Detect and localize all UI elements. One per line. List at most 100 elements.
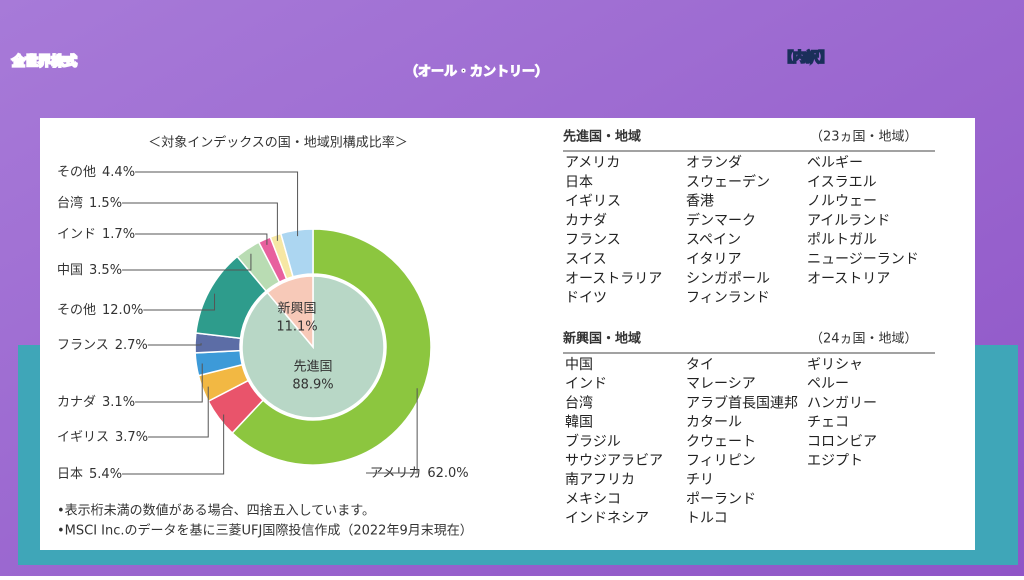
slice-value: 3.1% (102, 395, 135, 410)
note: •MSCI Inc.のデータを基に三菱UFJ国際投信作成（2022年9月末現在） (57, 523, 473, 539)
section-title: 新興国・地域 (563, 331, 641, 347)
note: •表示桁未満の数値がある場合、四捨五入しています。 (57, 503, 375, 519)
leader-line (135, 171, 299, 237)
country: スウェーデン (686, 173, 770, 190)
country: インド (565, 376, 607, 392)
donut-slice (231, 228, 432, 466)
country: ブラジル (565, 433, 621, 450)
country: 中国 (565, 357, 593, 373)
country: イギリス (565, 194, 621, 210)
country: ベルギー (807, 155, 863, 171)
section-title: 先進国・地域 (563, 129, 641, 145)
country: ニュージーランド (807, 252, 919, 268)
slice-value: 62.0% (427, 466, 468, 481)
leader-line (122, 202, 278, 241)
slice-label: カナダ 3.1% (57, 395, 135, 410)
country: シンガポール (686, 271, 770, 287)
country: タイ (686, 357, 714, 373)
leader-line (143, 293, 216, 311)
slice-category: イギリス (57, 430, 109, 445)
country: インドネシア (565, 511, 649, 527)
inner-category: 新興国 (277, 301, 316, 317)
country: フィンランド (686, 290, 770, 306)
leader-line (147, 343, 202, 346)
country: トルコ (686, 511, 728, 527)
slice-label: 台湾 1.5% (57, 195, 122, 211)
leader-line (135, 363, 203, 403)
country: ポーランド (686, 491, 756, 507)
page-tag: 【内訳】 (780, 50, 832, 66)
slice-category: 台湾 (57, 195, 83, 211)
country: アイルランド (807, 213, 890, 229)
country: デンマーク (686, 212, 756, 229)
slice-value: 3.7% (115, 430, 148, 445)
country: コロンビア (807, 434, 877, 450)
section-count: （23ヵ国・地域） (810, 130, 918, 145)
page-title: 全世界株式 (11, 54, 77, 70)
country: イタリア (686, 252, 741, 268)
slice-category: フランス (57, 338, 109, 353)
country: 南アフリカ (565, 472, 635, 488)
slice-value: 2.7% (115, 338, 148, 353)
country: カタール (686, 415, 742, 431)
country: オランダ (686, 155, 742, 171)
inner-value: 11.1% (276, 320, 317, 335)
country: アラブ首長国連邦 (686, 394, 798, 411)
donut-slice (279, 228, 314, 278)
slice-label: フランス 2.7% (57, 338, 148, 353)
slice-category: その他 (57, 165, 96, 180)
country: エジプト (807, 453, 863, 469)
leader-line (366, 388, 418, 474)
country: マレーシア (686, 376, 756, 392)
slice-category: カナダ (57, 395, 96, 410)
country: ペルー (807, 376, 849, 392)
slice-label: インド 1.7% (57, 227, 135, 242)
chart-title: ＜対象インデックスの国・地域別構成比率＞ (148, 135, 408, 151)
slice-value: 12.0% (102, 303, 143, 318)
country: スペイン (686, 232, 741, 248)
slice-value: 1.7% (102, 227, 135, 242)
inner-category: 先進国 (293, 360, 332, 375)
leader-line (122, 414, 225, 475)
country: チリ (686, 472, 714, 488)
country: 日本 (565, 174, 593, 190)
slice-category: その他 (57, 303, 96, 318)
slice-label: その他 4.4% (57, 165, 135, 180)
country: ギリシャ (807, 357, 863, 373)
leader-line (122, 253, 252, 271)
country: イスラエル (807, 174, 877, 190)
slice-label: その他 12.0% (57, 303, 143, 318)
slice-value: 1.5% (89, 196, 122, 211)
slice-label: 日本 5.4% (57, 467, 122, 482)
country: カナダ (565, 213, 607, 229)
slice-value: 5.4% (89, 467, 122, 482)
country: ドイツ (565, 290, 607, 306)
inner-value: 88.9% (292, 378, 333, 393)
leader-line (148, 386, 209, 438)
country: 台湾 (565, 394, 593, 411)
slice-label: イギリス 3.7% (57, 430, 148, 445)
leader-line (135, 233, 268, 245)
country: チェコ (807, 415, 849, 431)
country: サウジアラビア (565, 453, 663, 469)
country: ポルトガル (807, 232, 877, 248)
country: 韓国 (565, 415, 593, 431)
country: アメリカ (565, 155, 620, 171)
country: ノルウェー (807, 194, 877, 210)
section-count: （24ヵ国・地域） (810, 332, 918, 347)
country: フランス (565, 232, 621, 248)
country: オーストラリア (565, 271, 662, 287)
country: ハンガリー (807, 395, 877, 411)
country: メキシコ (565, 491, 621, 507)
slice-category: インド (57, 227, 96, 242)
country: フィリピン (686, 453, 756, 469)
inner-slice (266, 275, 314, 350)
slice-value: 4.4% (102, 165, 135, 180)
country: スイス (565, 252, 607, 268)
country: クウェート (686, 434, 756, 450)
slice-value: 3.5% (89, 263, 122, 278)
page-subtitle: （オール・カントリー） (405, 64, 548, 80)
slice-category: 日本 (57, 467, 83, 482)
slice-label: 中国 3.5% (57, 263, 122, 278)
